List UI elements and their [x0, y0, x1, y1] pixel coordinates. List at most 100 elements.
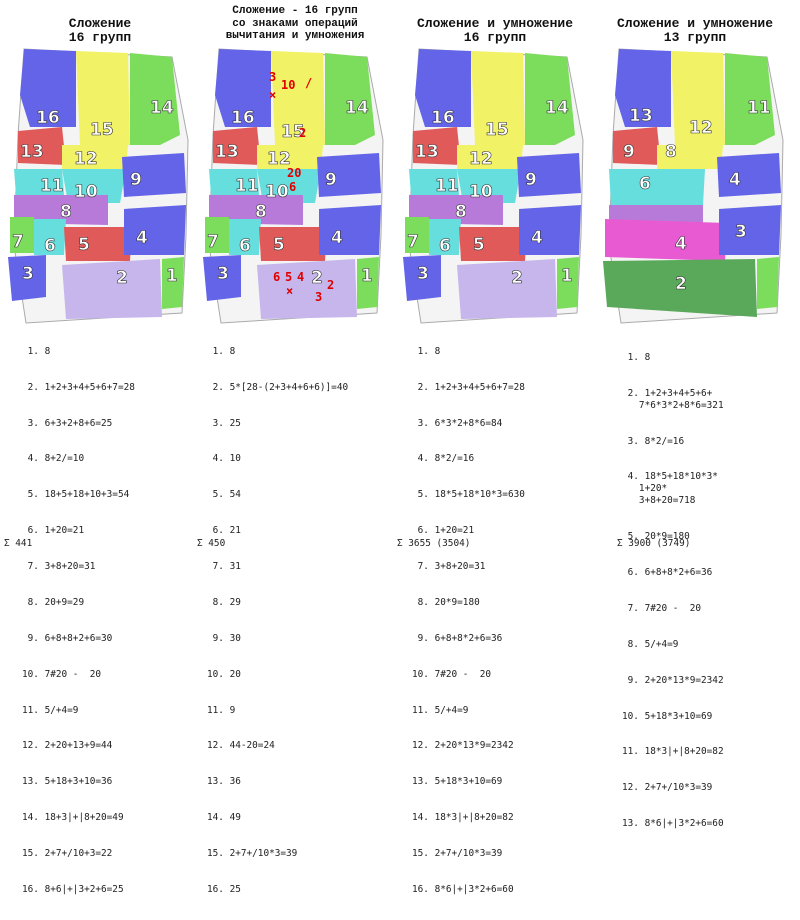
label-15: 15 — [90, 120, 114, 140]
calc-item: 16. 25 — [207, 883, 241, 895]
region-5 — [64, 227, 132, 261]
region-15 — [471, 51, 525, 145]
label-6: 6 — [439, 236, 451, 256]
label-2: 2 — [116, 268, 128, 288]
label-7: 7 — [12, 232, 24, 252]
sum-total: Σ 450 — [197, 538, 226, 549]
region-2 — [257, 259, 357, 319]
calc-item: 13. 8*6|+|3*2+6=60 — [622, 818, 724, 830]
sum-total: Σ 3900 (3749) — [617, 538, 691, 549]
calc-item: 6. 6+8+8*2+6=36 — [622, 567, 713, 579]
label-16: 16 — [231, 108, 255, 128]
calc-item: 3. 25 — [207, 417, 241, 429]
region-11 — [14, 169, 64, 195]
region-13 — [615, 49, 671, 127]
calc-item: 5. 18+5+18+10+3=54 — [22, 489, 130, 501]
label-10: 10 — [469, 182, 493, 202]
calc-item: 4. 8*2/=16 — [412, 453, 475, 465]
calc-item: 2. 5*[28-(2+3+4+6+6)]=40 — [207, 381, 349, 393]
region-1 — [757, 257, 779, 309]
calc-item: 7. 31 — [207, 561, 241, 573]
calc-item: 13. 5+18+3+10=36 — [22, 776, 113, 788]
region-15 — [76, 51, 130, 145]
tablet-diagram: 13 12 11 9 8 6 4 4 3 2 1 — [603, 48, 784, 324]
calc-item: 10. 7#20 - 20 — [412, 668, 492, 680]
region-6 — [34, 219, 66, 255]
label-12: 12 — [74, 149, 98, 169]
region-10 — [62, 169, 126, 203]
label-15: 15 — [485, 120, 509, 140]
calc-item: 11. 9 — [207, 704, 236, 716]
title-line: вычитания и умножения — [225, 30, 365, 42]
region-13 — [213, 127, 261, 165]
region-4 — [605, 219, 727, 261]
region-9 — [657, 145, 723, 169]
panel-title: Сложение - 16 групп со знаками операций … — [195, 5, 395, 43]
title-line: 13 групп — [663, 30, 727, 45]
label-2: 2 — [675, 274, 687, 294]
label-7: 7 — [207, 232, 219, 252]
calc-item: 2. 1+2+3+4+5+6+ 7*6*3*2+8*6=321 — [622, 387, 724, 411]
label-11: 11 — [40, 176, 64, 196]
calc-item: 5. 18*5+18*10*3=630 — [412, 489, 525, 501]
label-14: 14 — [545, 98, 569, 118]
panel-title: Сложение 16 групп — [0, 17, 200, 45]
label-2: 2 — [311, 268, 323, 288]
mark-20: 20 — [287, 166, 301, 180]
label-8: 8 — [455, 202, 467, 222]
calc-item: 4. 10 — [207, 453, 241, 465]
label-11: 11 — [435, 176, 459, 196]
title-line: Сложение и умножение — [416, 16, 574, 31]
calc-item: 10. 7#20 - 20 — [22, 668, 102, 680]
calc-item: 11. 18*3|+|8+20=82 — [622, 746, 724, 758]
region-7 — [10, 217, 34, 253]
calc-item: 1. 8 — [207, 345, 236, 357]
region-13 — [413, 127, 461, 165]
calc-item: 8. 29 — [207, 596, 241, 608]
tablet-diagram: 16 15 14 13 12 11 10 9 8 7 6 5 4 3 2 1 — [8, 48, 189, 324]
calc-item: 15. 2+7+/10*3=39 — [207, 847, 298, 859]
label-12: 12 — [689, 118, 713, 138]
label-2: 2 — [511, 268, 523, 288]
label-8: 8 — [60, 202, 72, 222]
mark-multiply: × — [269, 88, 276, 102]
calc-item: 16. 8+6|+|3+2+6=25 — [22, 883, 124, 895]
label-1: 1 — [361, 266, 373, 286]
calculation-list: 1. 8 2. 1+2+3+4+5+6+ 7*6*3*2+8*6=321 3. … — [622, 328, 724, 854]
tablet-diagram: 16 15 14 13 12 11 10 9 8 7 6 5 4 3 2 1 — [403, 48, 584, 324]
calc-item: 4. 8+2/=10 — [22, 453, 85, 465]
calc-item: 9. 6+8+8+2+6=30 — [22, 632, 113, 644]
region-6 — [717, 153, 781, 197]
region-8 — [609, 169, 705, 205]
calc-item: 1. 8 — [412, 345, 441, 357]
region-13 — [18, 127, 66, 165]
calc-item: 16. 8*6|+|3*2+6=60 — [412, 883, 514, 895]
calc-item: 10. 20 — [207, 668, 241, 680]
region-16 — [20, 49, 76, 127]
label-5: 5 — [273, 235, 285, 255]
mark-2-lower: 2 — [327, 278, 334, 292]
region-12 — [62, 145, 128, 169]
panel-addition-multiplication-16: Сложение и умножение 16 групп 16 15 14 1… — [395, 0, 595, 895]
label-13: 13 — [20, 142, 44, 162]
calc-item: 7. 3+8+20=31 — [22, 561, 96, 573]
calc-item: 1. 8 — [22, 345, 51, 357]
panel-addition-multiplication-13: Сложение и умножение 13 групп 13 12 11 9… — [595, 0, 795, 829]
title-line: Сложение и умножение — [616, 16, 774, 31]
mark-multiply-lower: × — [286, 284, 293, 298]
calc-item: 4. 18*5+18*10*3* 1+20* 3+8+20=718 — [622, 471, 718, 507]
region-12 — [671, 51, 725, 145]
label-10: 10 — [74, 182, 98, 202]
region-10 — [457, 169, 521, 203]
label-5: 5 — [78, 235, 90, 255]
region-7 — [205, 217, 229, 253]
label-6: 6 — [239, 236, 251, 256]
label-13: 13 — [215, 142, 239, 162]
calc-item: 6. 1+20=21 — [412, 525, 475, 537]
calc-item: 8. 20*9=180 — [412, 596, 480, 608]
calc-item: 12. 2+7+/10*3=39 — [622, 782, 713, 794]
region-3 — [719, 205, 781, 255]
calc-item: 5. 20*9=180 — [622, 531, 690, 543]
region-10 — [257, 169, 321, 203]
region-12 — [457, 145, 523, 169]
